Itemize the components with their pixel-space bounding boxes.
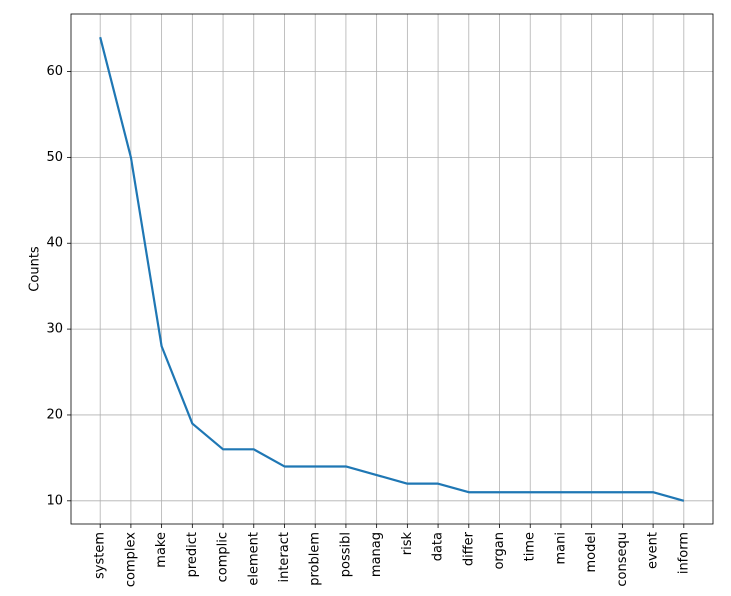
x-tick-label: interact: [277, 532, 292, 583]
y-tick-label: 20: [46, 407, 63, 422]
x-tick-label: possibl: [338, 532, 353, 577]
y-tick-label: 40: [46, 236, 63, 251]
plot-frame: [70, 13, 714, 525]
x-tick-label: risk: [400, 532, 415, 556]
x-tick-label: consequ: [615, 532, 630, 587]
x-tick-label: model: [584, 532, 599, 572]
x-tick-label: organ: [492, 532, 507, 570]
line: [99, 36, 685, 502]
x-tick-label: event: [646, 532, 661, 569]
x-tick-label: mani: [553, 532, 568, 564]
x-tick-label: complex: [123, 532, 138, 587]
x-tick-label: differ: [461, 531, 476, 566]
x-tick-label: complic: [216, 532, 231, 582]
x-tick-label: time: [523, 532, 538, 561]
x-tick-label: make: [154, 532, 169, 568]
y-tick-label: 60: [46, 64, 63, 79]
x-tick-label: inform: [676, 532, 691, 574]
x-tick-label: problem: [308, 532, 323, 586]
x-tick-label: system: [93, 532, 108, 579]
x-tick-label: data: [431, 532, 446, 561]
y-tick-label: 10: [46, 493, 63, 508]
x-tick-label: element: [246, 532, 261, 586]
x-tick-label: predict: [185, 532, 200, 577]
y-tick-label: 30: [46, 322, 63, 337]
x-tick-label: manag: [369, 532, 384, 577]
y-axis-label: Counts: [28, 246, 43, 292]
y-tick-label: 50: [46, 150, 63, 165]
